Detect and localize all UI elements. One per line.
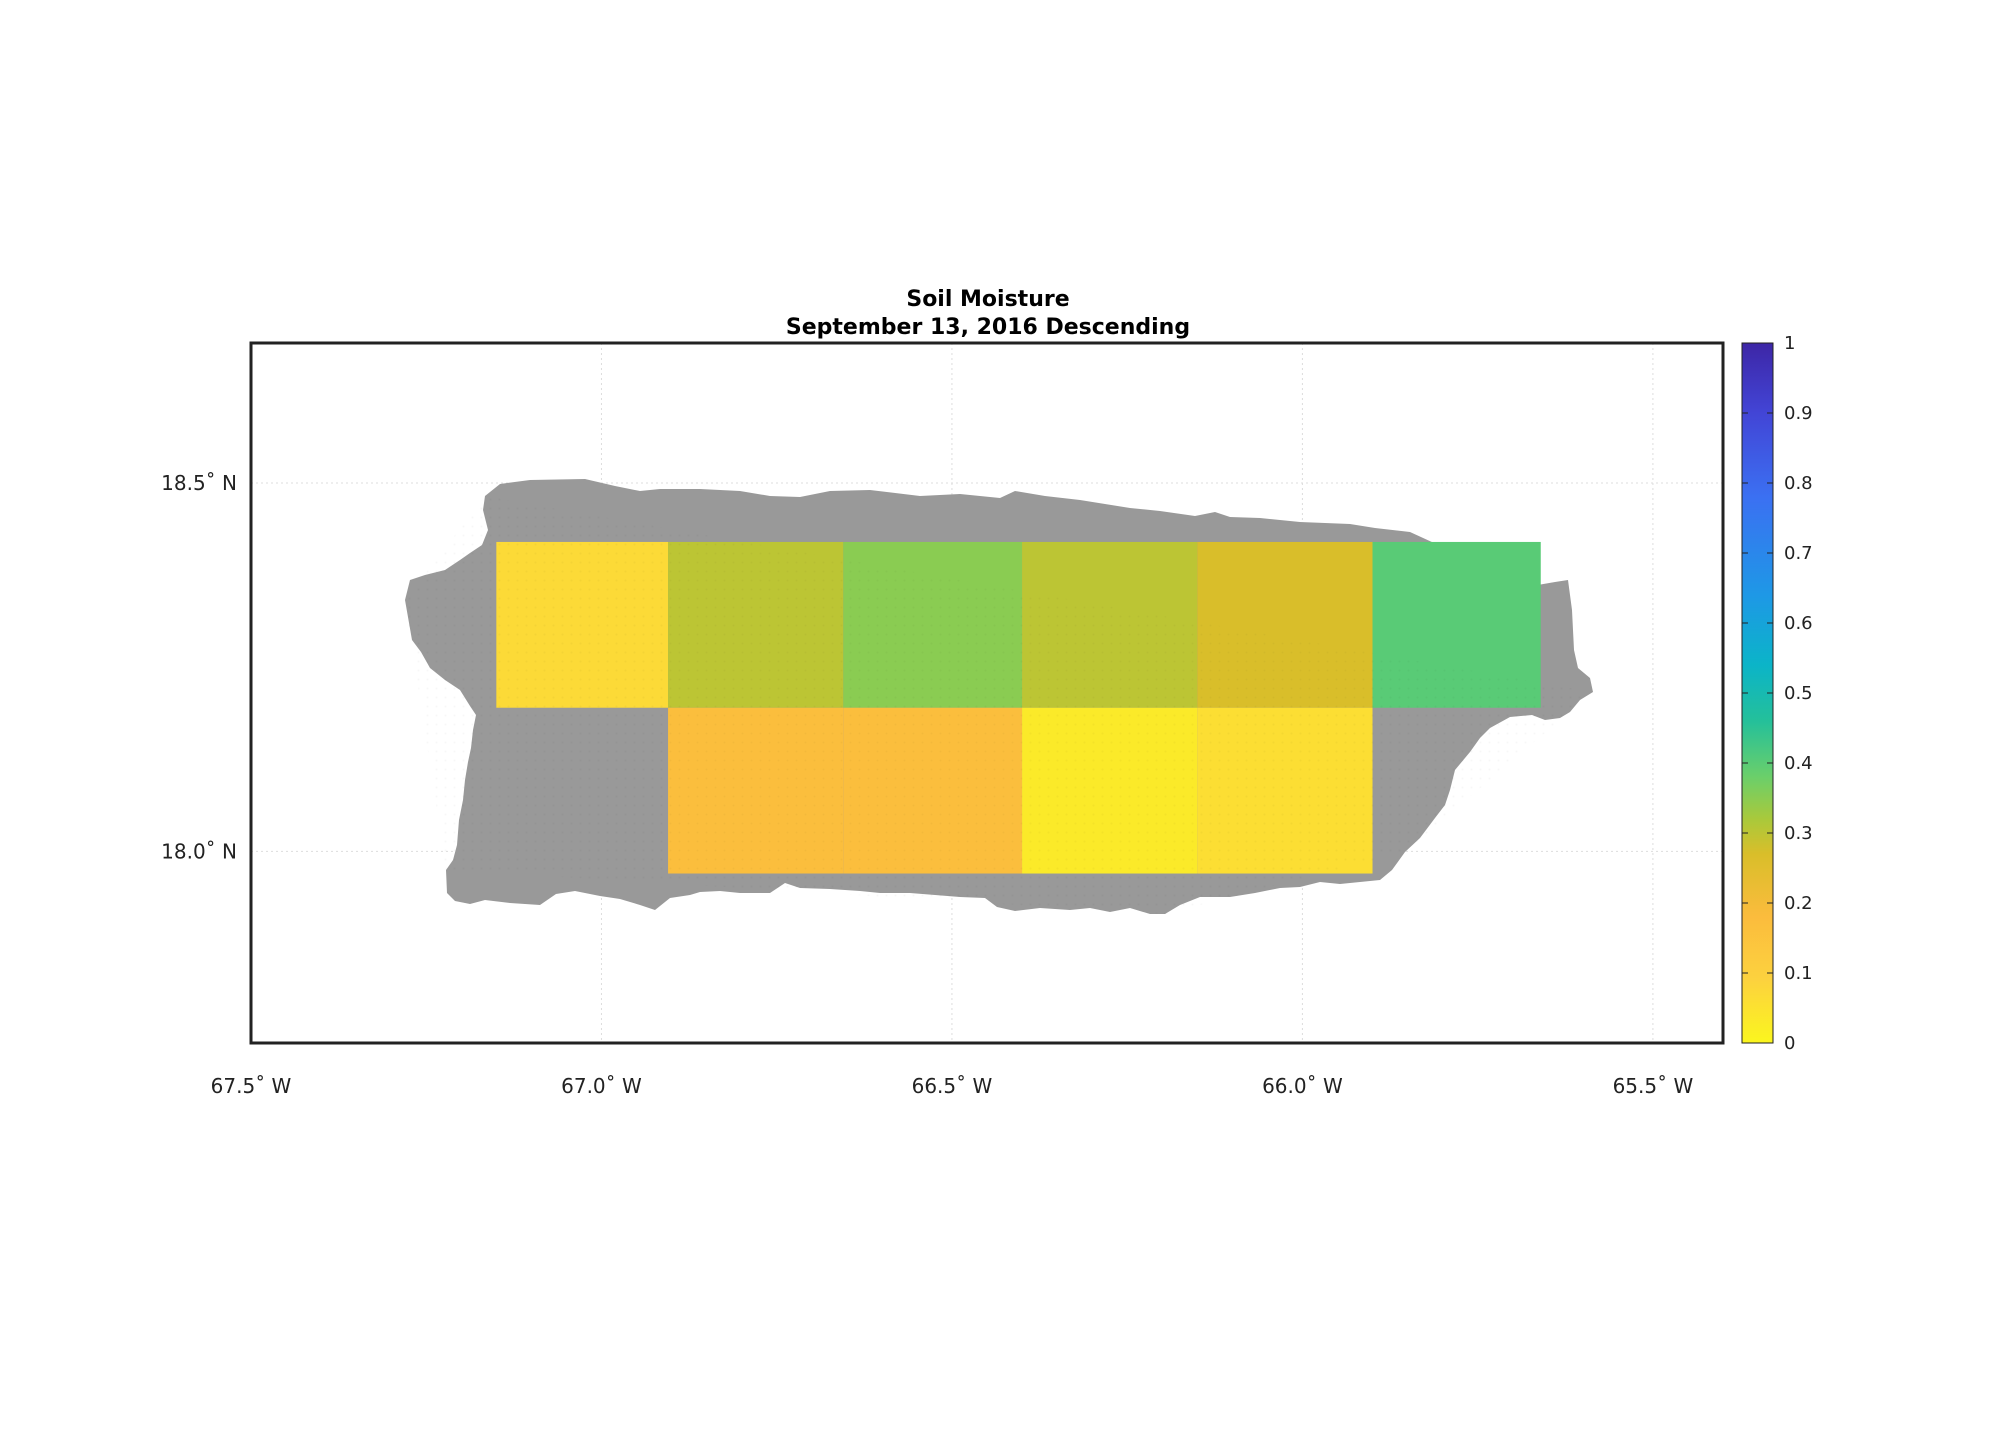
colorbar-tick-label: 0.4 bbox=[1784, 753, 1813, 774]
map-area bbox=[249, 341, 1725, 1045]
colorbar-tick-label: 0.9 bbox=[1784, 403, 1813, 424]
longitude-axis: 67.5˚ W 67.0˚ W 66.5˚ W 66.0˚ W 65.5˚ W bbox=[211, 1074, 1694, 1098]
map-frame bbox=[249, 341, 1725, 1045]
colorbar-tick-label: 0.7 bbox=[1784, 543, 1813, 564]
colorbar-tick-label: 0.1 bbox=[1784, 963, 1813, 984]
colorbar-ticks: 0 0.1 0.2 0.3 0.4 0.5 0.6 0.7 0.8 0.9 1 bbox=[1742, 333, 1813, 1054]
lon-tick-label: 67.0˚ W bbox=[561, 1074, 642, 1098]
colorbar-tick-label: 0.5 bbox=[1784, 683, 1813, 704]
lat-tick-label: 18.5˚ N bbox=[161, 471, 237, 495]
map-title: Soil Moisture bbox=[906, 287, 1069, 312]
colorbar-tick-label: 0.2 bbox=[1784, 893, 1813, 914]
colorbar-tick-label: 0.6 bbox=[1784, 613, 1813, 634]
latitude-axis: 18.5˚ N 18.0˚ N bbox=[161, 471, 237, 863]
colorbar-tick-label: 1 bbox=[1784, 333, 1795, 354]
colorbar: 0 0.1 0.2 0.3 0.4 0.5 0.6 0.7 0.8 0.9 1 bbox=[1741, 333, 1813, 1054]
texture-overlay bbox=[405, 496, 1593, 914]
lon-tick-label: 66.5˚ W bbox=[912, 1074, 993, 1098]
lon-tick-label: 65.5˚ W bbox=[1613, 1074, 1694, 1098]
lon-tick-label: 67.5˚ W bbox=[211, 1074, 292, 1098]
colorbar-tick-label: 0 bbox=[1784, 1033, 1795, 1054]
colorbar-tick-label: 0.8 bbox=[1784, 473, 1813, 494]
colorbar-tick-label: 0.3 bbox=[1784, 823, 1813, 844]
lon-tick-label: 66.0˚ W bbox=[1262, 1074, 1343, 1098]
map-subtitle: September 13, 2016 Descending bbox=[786, 315, 1190, 340]
lat-tick-label: 18.0˚ N bbox=[161, 839, 237, 863]
sample-point-texture bbox=[405, 496, 1593, 914]
